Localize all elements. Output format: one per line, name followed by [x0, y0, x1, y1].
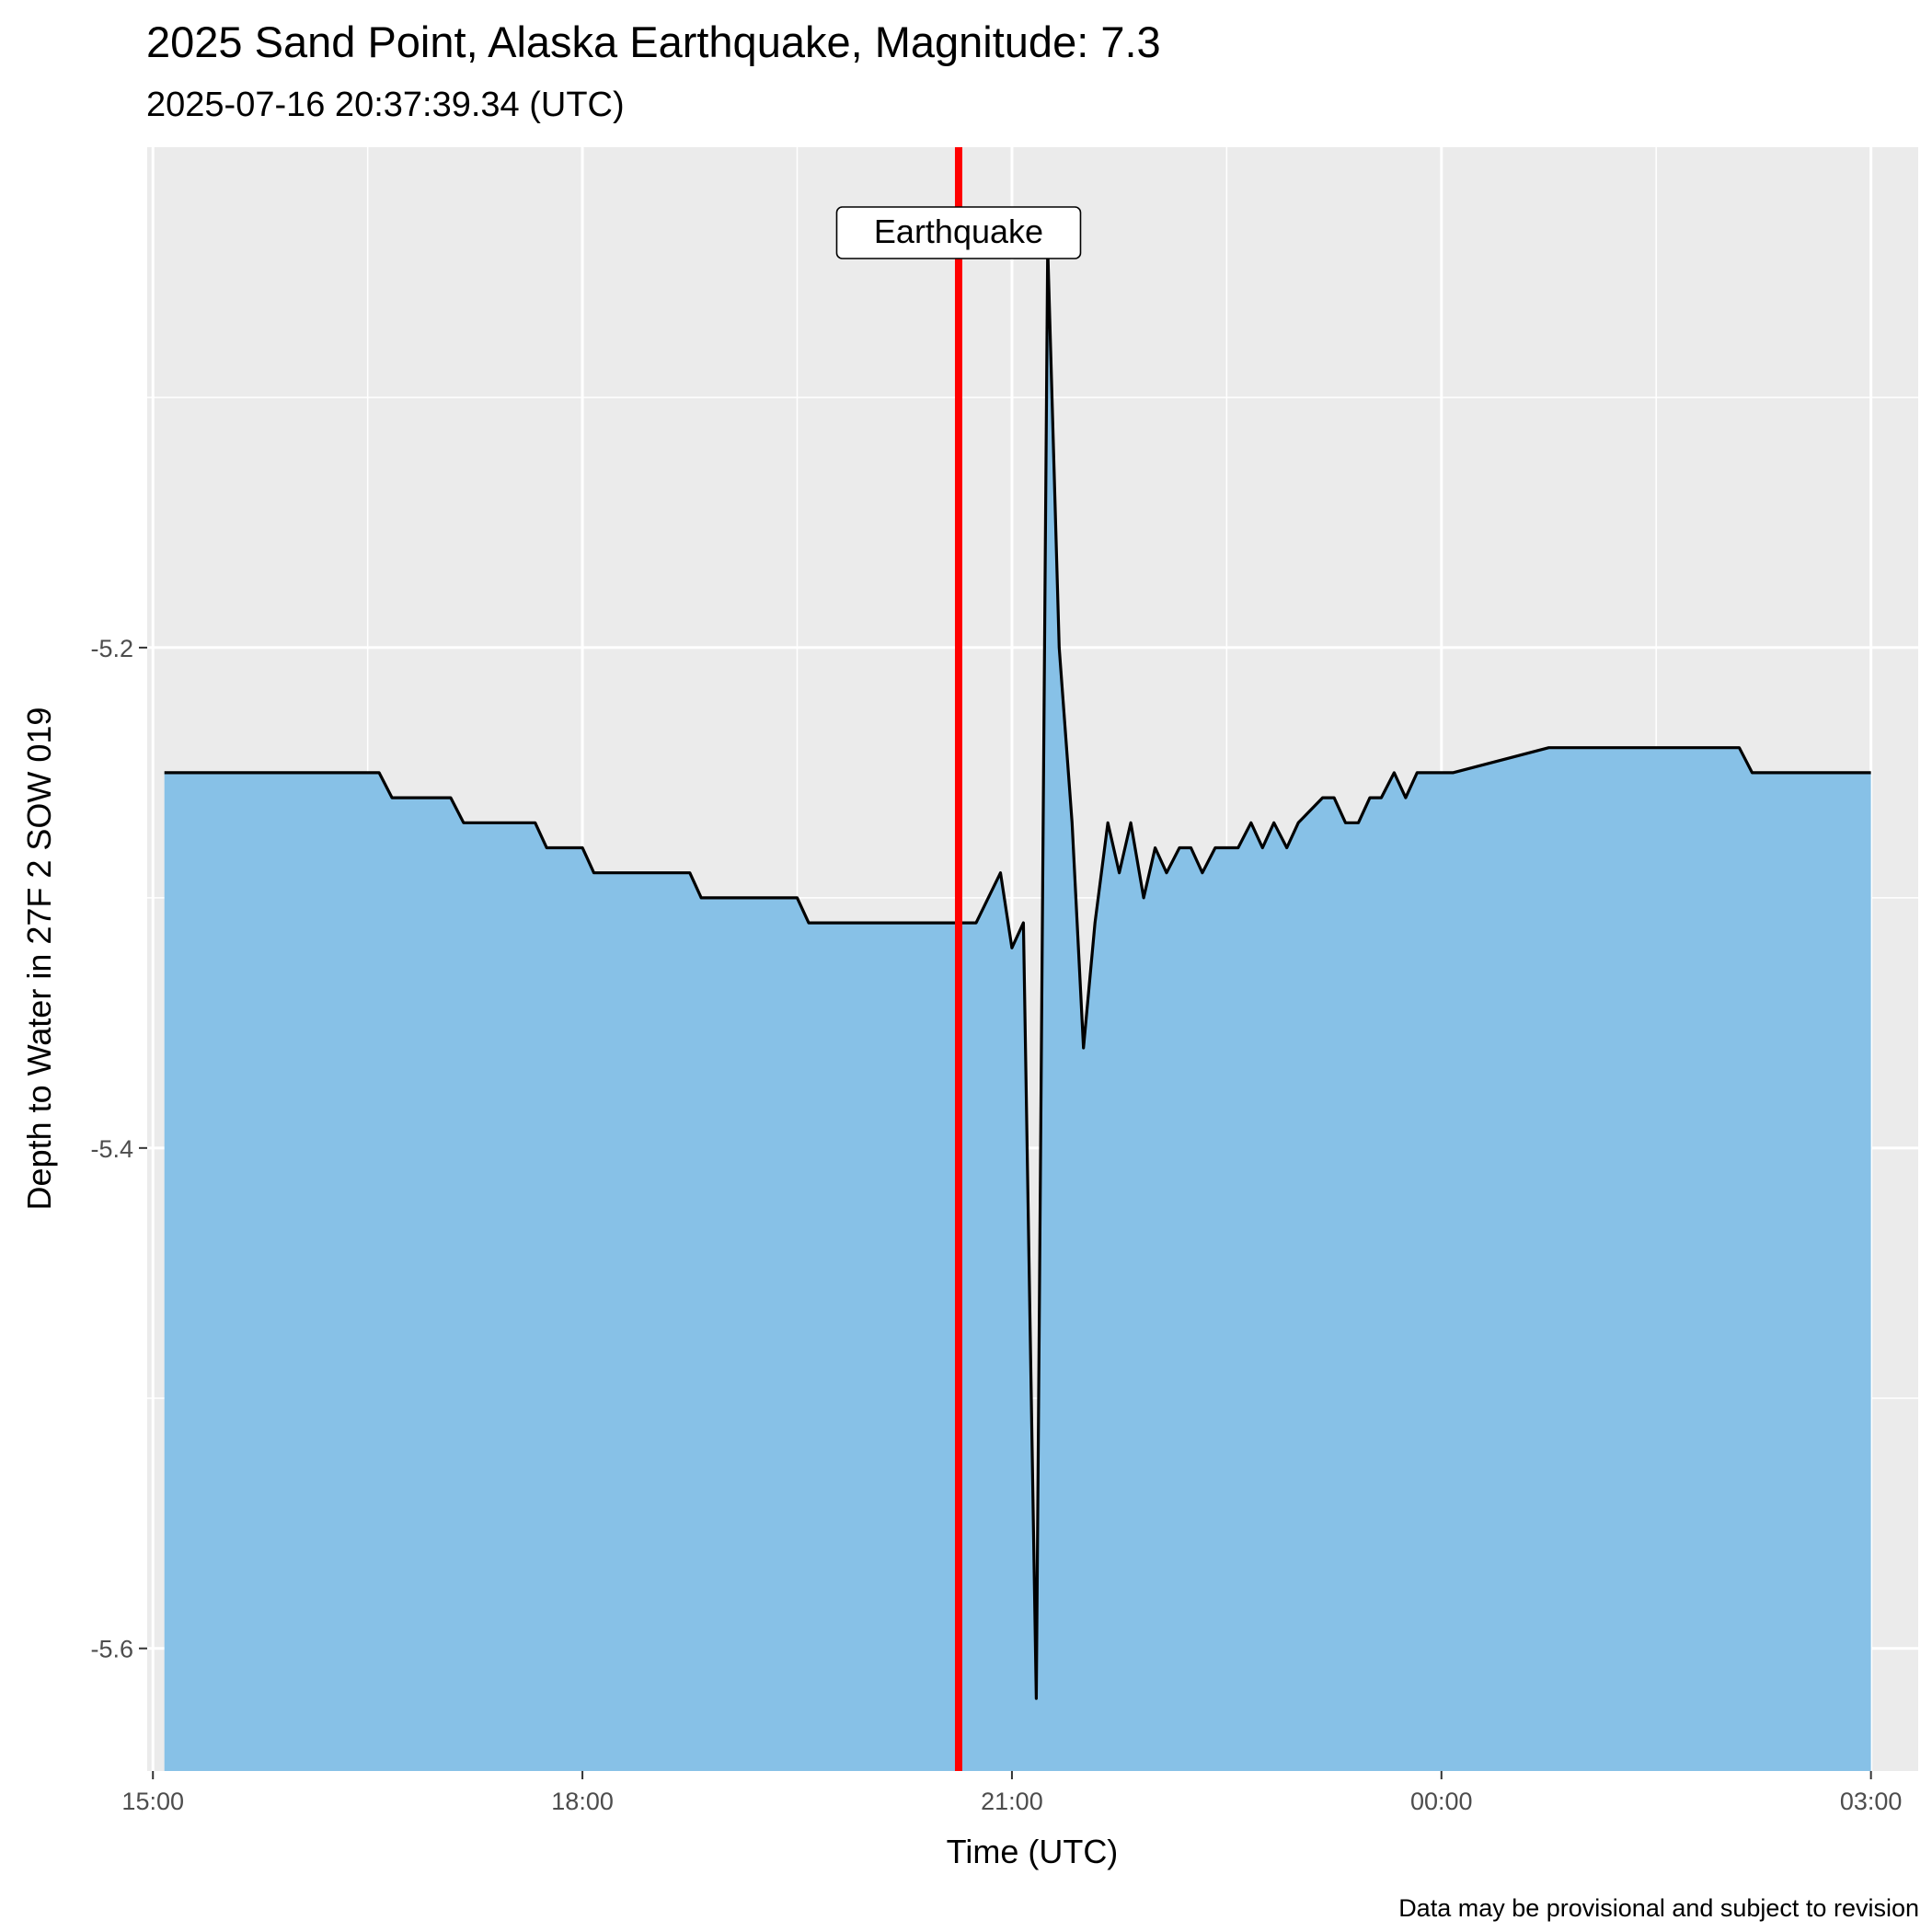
y-axis-title: Depth to Water in 27F 2 SOW 019 — [20, 707, 58, 1211]
water-depth-area — [164, 247, 1871, 1771]
x-tick-label: 00:00 — [1410, 1788, 1473, 1815]
chart-subtitle: 2025-07-16 20:37:39.34 (UTC) — [146, 86, 625, 124]
earthquake-label-box — [835, 206, 1082, 259]
chart-title: 2025 Sand Point, Alaska Earthquake, Magn… — [146, 17, 1161, 66]
x-tick-label: 03:00 — [1840, 1788, 1903, 1815]
y-tick-label: -5.4 — [90, 1135, 133, 1163]
earthquake-label: Earthquake — [874, 213, 1043, 250]
y-tick-label: -5.6 — [90, 1636, 133, 1663]
x-tick-label: 18:00 — [551, 1788, 614, 1815]
x-tick-label: 15:00 — [121, 1788, 184, 1815]
x-axis-title: Time (UTC) — [947, 1833, 1119, 1870]
x-tick-label: 21:00 — [981, 1788, 1043, 1815]
x-axis-ticks: 15:00 18:00 21:00 00:00 03:00 — [121, 1771, 1902, 1815]
chart-caption: Data may be provisional and subject to r… — [1398, 1894, 1919, 1922]
water-depth-line — [164, 246, 1871, 1700]
y-tick-label: -5.2 — [90, 635, 133, 662]
y-axis-ticks: -5.2 -5.4 -5.6 — [90, 635, 147, 1663]
